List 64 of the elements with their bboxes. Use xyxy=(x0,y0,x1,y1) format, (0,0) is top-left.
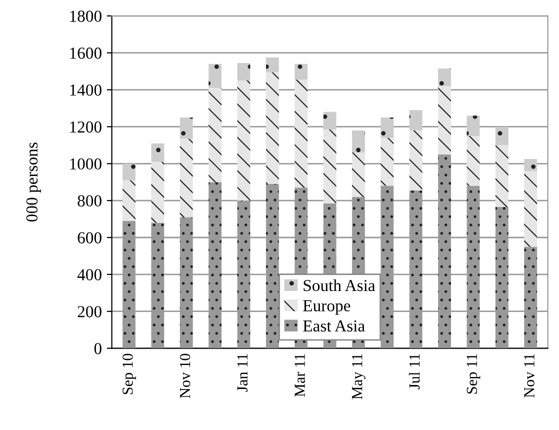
bar xyxy=(409,110,422,130)
x-tick-label: Jul 11 xyxy=(408,354,420,390)
x-tick-label: Nov 10 xyxy=(180,354,190,398)
bar xyxy=(323,129,336,204)
bar xyxy=(294,80,308,188)
legend-label: East Asia xyxy=(303,320,365,332)
x-tick-label: Mar 11 xyxy=(294,354,305,397)
legend-label: Europe xyxy=(303,300,350,315)
bar xyxy=(180,117,193,139)
y-tick-label: 1200 xyxy=(70,121,102,133)
y-tick-label: 0 xyxy=(94,343,102,354)
bar xyxy=(466,186,480,348)
bar xyxy=(409,190,422,348)
bar xyxy=(524,171,538,247)
bar xyxy=(151,143,164,162)
y-tick-label: 1800 xyxy=(70,10,102,22)
bar xyxy=(237,200,250,348)
bar xyxy=(380,117,394,138)
bar xyxy=(495,207,508,348)
bar xyxy=(151,162,164,223)
bar xyxy=(266,72,279,184)
bar xyxy=(524,159,538,172)
y-tick-label: 400 xyxy=(77,269,102,280)
bar xyxy=(438,68,452,86)
bar xyxy=(466,116,480,136)
bar xyxy=(352,130,365,153)
bar xyxy=(294,64,308,80)
bar xyxy=(438,154,452,348)
bar xyxy=(466,136,480,186)
bar xyxy=(237,80,250,201)
bar xyxy=(438,86,452,154)
bar xyxy=(208,64,222,88)
x-tick-label: Sep 11 xyxy=(466,354,480,394)
bar xyxy=(237,63,250,81)
bar xyxy=(122,220,136,348)
x-tick-label: Sep 10 xyxy=(122,354,136,394)
y-tick-label: 800 xyxy=(78,195,102,207)
bar xyxy=(380,186,394,348)
x-tick-label: Nov 11 xyxy=(524,354,534,398)
bar xyxy=(151,222,164,348)
bar xyxy=(208,88,222,182)
y-tick-label: 1000 xyxy=(70,158,102,170)
bar xyxy=(208,182,222,348)
bar xyxy=(495,126,508,146)
bar xyxy=(266,57,279,72)
y-tick-label: 1400 xyxy=(70,84,102,96)
y-tick-label: 200 xyxy=(78,306,102,318)
bar xyxy=(180,217,193,348)
bar xyxy=(380,138,394,186)
bar xyxy=(122,180,136,221)
y-axis-title: 000 persons xyxy=(26,142,41,222)
bar xyxy=(180,138,193,218)
bar xyxy=(266,184,279,348)
bar xyxy=(323,112,336,130)
bar xyxy=(352,152,365,197)
y-tick-label: 1600 xyxy=(70,48,102,59)
x-tick-label: Jan 11 xyxy=(237,354,248,392)
bar xyxy=(122,164,136,180)
bar xyxy=(495,145,508,208)
x-tick-label: May 11 xyxy=(352,354,366,400)
y-tick-label: 600 xyxy=(78,232,102,244)
bar xyxy=(524,246,538,348)
legend-label: South Asia xyxy=(304,279,376,292)
bar xyxy=(409,130,422,190)
